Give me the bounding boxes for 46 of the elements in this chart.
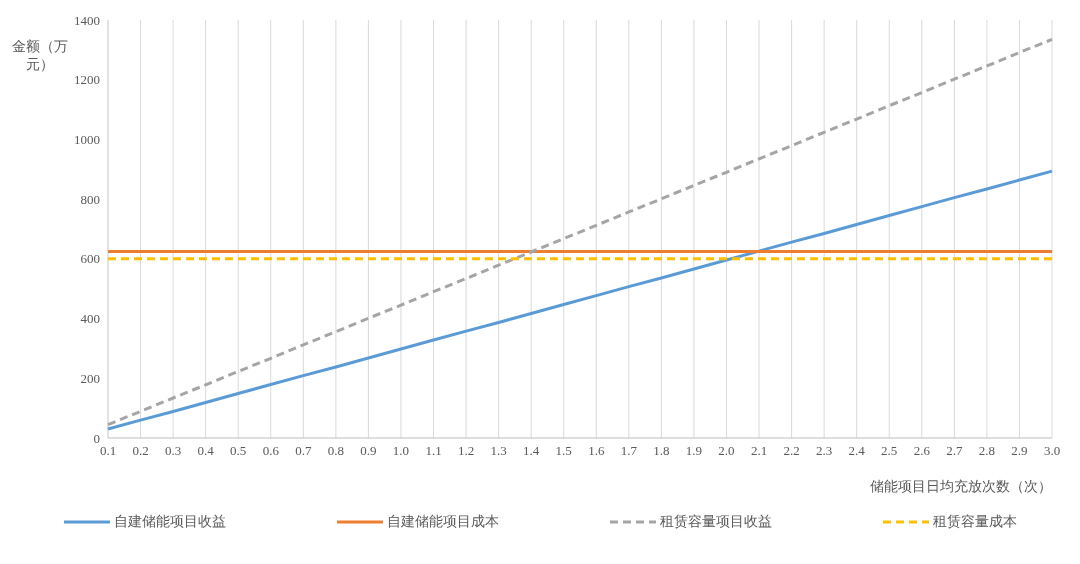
x-tick-label: 0.3 — [164, 443, 182, 459]
legend-label: 租赁容量成本 — [932, 513, 1017, 531]
x-tick-label: 1.9 — [685, 443, 703, 459]
y-tick-label: 1000 — [74, 132, 100, 148]
x-tick-label: 0.5 — [230, 443, 247, 459]
x-tick-label: 1.3 — [490, 443, 507, 459]
x-tick-label: 1.6 — [588, 443, 605, 459]
legend-label: 自建储能项目成本 — [386, 513, 499, 531]
y-tick-label: 600 — [80, 251, 100, 267]
y-tick-label: 800 — [80, 191, 100, 207]
legend-label: 租赁容量项目收益 — [659, 513, 772, 531]
x-tick-label: 0.8 — [327, 443, 344, 459]
legend-label: 自建储能项目收益 — [113, 513, 226, 531]
x-tick-label: 2.0 — [718, 443, 735, 459]
y-tick-label: 200 — [80, 370, 100, 386]
x-tick-label: 0.9 — [360, 443, 377, 459]
x-tick-label: 2.3 — [816, 443, 833, 459]
x-tick-label: 0.7 — [295, 443, 312, 459]
y-tick-label: 0 — [93, 430, 100, 446]
x-tick-label: 1.4 — [523, 443, 540, 459]
y-axis-title: 金额（万元） — [12, 38, 68, 74]
x-tick-label: 2.7 — [946, 443, 963, 459]
x-tick-label: 0.2 — [132, 443, 149, 459]
x-tick-label: 2.2 — [783, 443, 800, 459]
x-tick-label: 2.6 — [913, 443, 931, 459]
y-tick-label: 1400 — [74, 12, 100, 28]
x-tick-label: 2.5 — [881, 443, 898, 459]
x-tick-label: 2.4 — [848, 443, 866, 459]
x-tick-label: 0.1 — [99, 443, 117, 459]
x-tick-label: 1.2 — [457, 443, 475, 459]
x-tick-label: 2.1 — [750, 443, 768, 459]
x-tick-label: 2.8 — [978, 443, 996, 459]
x-tick-label: 0.4 — [197, 443, 215, 459]
y-tick-label: 1200 — [74, 72, 100, 88]
x-tick-label: 1.8 — [653, 443, 670, 459]
x-tick-label: 2.9 — [1011, 443, 1028, 459]
line-series — [106, 169, 1054, 431]
y-tick-label: 400 — [80, 311, 100, 327]
x-tick-label: 1.0 — [392, 443, 410, 459]
x-tick-label: 0.6 — [262, 443, 280, 459]
x-tick-label: 1.5 — [555, 443, 572, 459]
x-tick-label: 1.1 — [425, 443, 442, 459]
x-tick-label: 1.7 — [620, 443, 638, 459]
line-series — [106, 37, 1054, 427]
x-tick-label: 3.0 — [1043, 443, 1061, 459]
x-axis-title: 储能项目日均充放次数（次） — [870, 478, 1052, 496]
